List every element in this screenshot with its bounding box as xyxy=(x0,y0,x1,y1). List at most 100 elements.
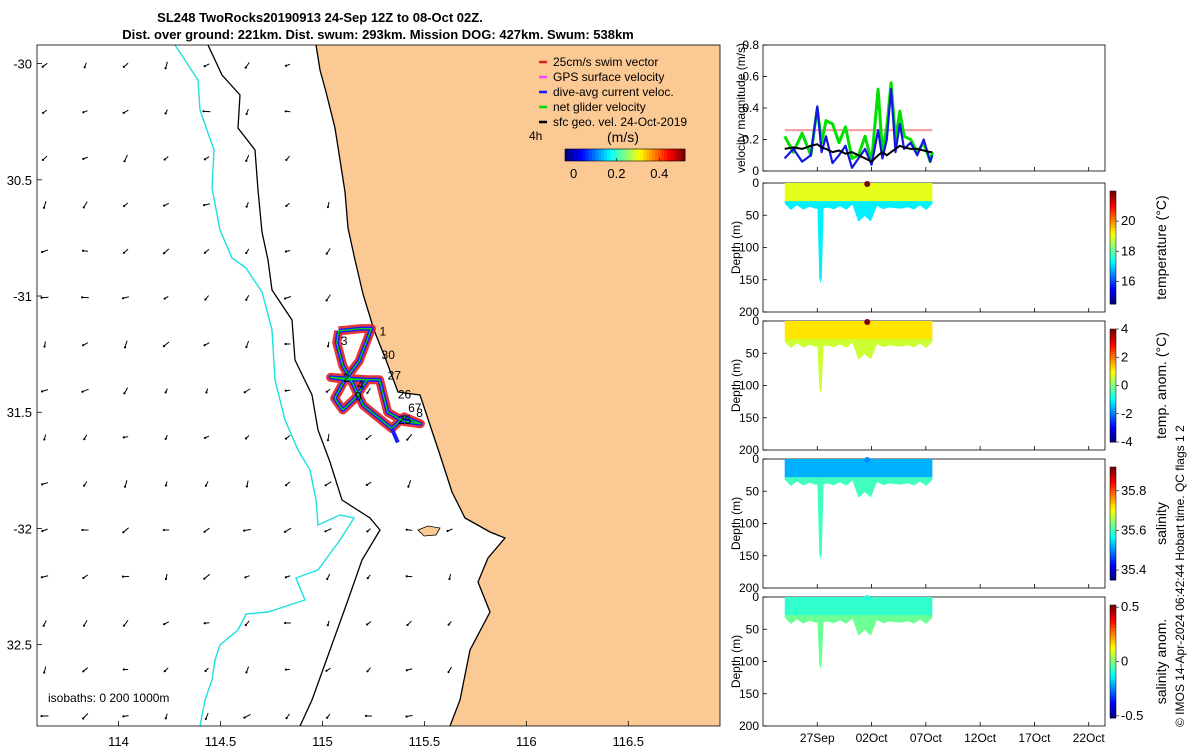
section-colorbar-segment xyxy=(1110,193,1116,198)
velocity-arrow-head xyxy=(164,484,168,487)
map-legend: 25cm/s swim vector GPS surface velocity … xyxy=(539,55,687,129)
map-colorbar-segment xyxy=(565,149,569,161)
velocity-arrow xyxy=(163,341,170,347)
section-colorbar-segment xyxy=(1110,678,1116,682)
section-colorbar-segment xyxy=(1110,467,1116,471)
section-colorbar-segment xyxy=(1110,512,1116,516)
map-colorbar-segment xyxy=(592,149,596,161)
section-surface-layer xyxy=(784,183,933,203)
section-y-tick-label: 100 xyxy=(739,517,759,531)
section-colorbar-segment xyxy=(1110,255,1116,260)
section-colorbar-segment xyxy=(1110,492,1116,496)
section-colorbar-segment xyxy=(1110,523,1116,527)
velocity-arrow-head xyxy=(325,669,328,672)
section-y-tick-label: 0 xyxy=(752,176,759,190)
copyright-notice: © IMOS 14-Apr-2024 06:42:44 Hobart time.… xyxy=(1173,425,1187,727)
section-colorbar-segment xyxy=(1110,292,1116,296)
section-colorbar-segment xyxy=(1110,715,1116,719)
section-colorbar-segment xyxy=(1110,574,1116,578)
velocity-arrow-head xyxy=(41,483,44,486)
velocity-y-tick-label: 0.6 xyxy=(742,70,759,84)
velocity-arrow-head xyxy=(244,576,247,579)
velocity-arrow-head xyxy=(325,252,328,255)
velocity-arrow-head xyxy=(162,345,166,348)
velocity-arrow-head xyxy=(82,576,85,580)
section-colorbar-tick-label: 35.6 xyxy=(1121,522,1146,537)
section-colorbar-segment xyxy=(1110,616,1116,620)
section-colorbar-segment xyxy=(1110,560,1116,564)
velocity-arrow-head xyxy=(123,160,126,163)
section-colorbar-segment xyxy=(1110,233,1116,237)
section-colorbar-segment xyxy=(1110,605,1116,609)
velocity-arrow-head xyxy=(164,717,167,720)
velocity-arrow xyxy=(406,434,413,440)
section-colorbar-segment xyxy=(1110,425,1116,429)
section-surface-layer xyxy=(784,597,933,617)
velocity-arrow-head xyxy=(284,576,287,579)
section-colorbar-segment xyxy=(1110,261,1116,265)
section-colorbar-segment xyxy=(1110,644,1116,648)
map-colorbar-segment xyxy=(613,149,617,161)
map-frame xyxy=(36,44,721,727)
section-colorbar-segment xyxy=(1110,298,1116,302)
legend-label-net-glider-velocity: net glider velocity xyxy=(553,100,646,114)
day-label: 67 xyxy=(408,401,422,415)
map-colorbar-segment xyxy=(589,149,593,161)
section-colorbar-segment xyxy=(1110,672,1116,677)
map-colorbar-segment xyxy=(661,149,665,161)
velocity-arrow xyxy=(82,388,89,393)
section-colorbar-segment xyxy=(1110,565,1116,570)
velocity-arrow-head xyxy=(326,577,329,581)
section-colorbar-segment xyxy=(1110,667,1116,671)
section-colorbar-segment xyxy=(1110,207,1116,212)
velocity-arrow-head xyxy=(121,575,125,578)
velocity-y-tick-label: 0.4 xyxy=(742,101,759,115)
map-colorbar-segment xyxy=(607,149,611,161)
velocity-arrow xyxy=(284,527,292,533)
section-colorbar-tick-label: 35.8 xyxy=(1121,483,1146,498)
velocity-arrow-head xyxy=(40,390,44,393)
section-colorbar-segment xyxy=(1110,345,1116,350)
velocity-arrow-head xyxy=(164,112,167,115)
section-colorbar-tick-label: 35.4 xyxy=(1121,562,1146,577)
velocity-arrow-head xyxy=(164,391,167,394)
velocity-arrow-head xyxy=(245,485,249,488)
section-colorbar-segment xyxy=(1110,402,1116,406)
velocity-arrow-head xyxy=(204,298,207,301)
section-colorbar-segment xyxy=(1110,695,1116,699)
velocity-arrow-head xyxy=(406,438,409,441)
section-colorbar-segment xyxy=(1110,641,1116,645)
map-colorbar-segment xyxy=(580,149,584,161)
map-axis-ticks: 114 114.5 115 115.5 116 116.5 -30 30.5 -31 31.5 -3… xyxy=(7,57,644,749)
section-colorbar-segment xyxy=(1110,610,1116,614)
isobaths-label: isobaths: 0 200 1000m xyxy=(48,691,169,705)
section-colorbar-segment xyxy=(1110,546,1116,550)
velocity-arrow-head xyxy=(283,530,287,533)
velocity-arrow-head xyxy=(202,204,206,207)
velocity-arrow-head xyxy=(43,671,46,674)
section-colorbar-segment xyxy=(1110,348,1116,352)
legend-label-gps-velocity: GPS surface velocity xyxy=(553,70,664,84)
salinity-section-panel: 0 50 100 150 200 Depth (m) 35.4 35.6 35.8 salinit… xyxy=(729,452,1169,595)
section-y-tick-label: 50 xyxy=(746,208,760,222)
section-colorbar-segment xyxy=(1110,681,1116,685)
section-colorbar-segment xyxy=(1110,540,1116,544)
section-colorbar-segment xyxy=(1110,258,1116,263)
velocity-y-tick-label: 0 xyxy=(752,164,759,178)
section-colorbar-segment xyxy=(1110,478,1116,482)
section-colorbar-segment xyxy=(1110,216,1116,220)
velocity-arrow-head xyxy=(325,390,328,393)
velocity-arrow-head xyxy=(81,390,84,393)
velocity-arrow-head xyxy=(405,669,408,672)
velocity-arrow-head xyxy=(243,529,246,532)
section-colorbar-segment xyxy=(1110,393,1116,398)
section-colorbar-segment xyxy=(1110,377,1116,381)
velocity-arrow xyxy=(203,573,211,580)
section-colorbar-segment xyxy=(1110,703,1116,708)
velocity-arrow-head xyxy=(42,624,45,627)
section-colorbar-segment xyxy=(1110,343,1116,347)
section-colorbar-segment xyxy=(1110,554,1116,558)
section-y-axis-label: Depth (m) xyxy=(729,359,743,412)
section-colorbar-tick-label: 4 xyxy=(1121,321,1128,336)
velocity-arrow-head xyxy=(284,64,288,67)
